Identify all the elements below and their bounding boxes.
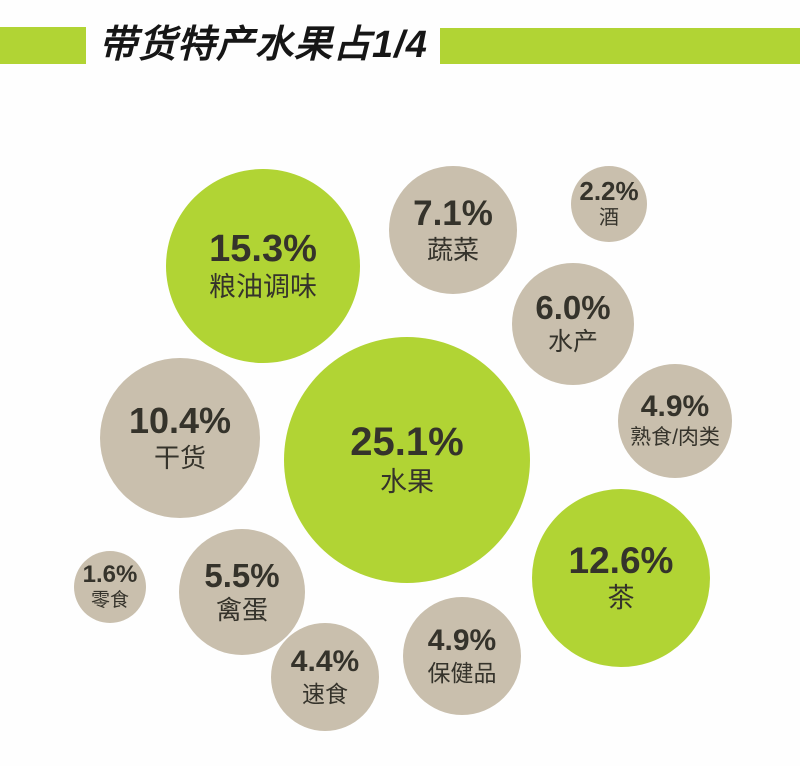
bubble-value: 6.0% — [535, 289, 611, 327]
bubble-cha: 12.6% 茶 — [532, 489, 710, 667]
bubble-value: 1.6% — [82, 560, 138, 588]
bubble-shucai: 7.1% 蔬菜 — [389, 166, 517, 294]
bubble-label: 粮油调味 — [209, 271, 317, 302]
bubble-ganhuo: 10.4% 干货 — [100, 358, 260, 518]
bubble-value: 4.9% — [640, 390, 710, 424]
bubble-lingshi: 1.6% 零食 — [74, 551, 146, 623]
bubble-label: 零食 — [90, 589, 129, 611]
bubble-liangyou-tiaowei: 15.3% 粮油调味 — [166, 169, 360, 363]
title-accent-bar-right — [440, 28, 800, 64]
bubble-label: 速食 — [302, 680, 348, 707]
bubble-label: 水果 — [380, 466, 434, 497]
bubble-qindan: 5.5% 禽蛋 — [179, 529, 305, 655]
bubble-value: 7.1% — [413, 193, 493, 233]
bubble-value: 12.6% — [568, 540, 674, 582]
bubble-value: 4.4% — [290, 645, 360, 679]
bubble-label: 干货 — [153, 443, 206, 474]
bubble-baojianpin: 4.9% 保健品 — [403, 597, 521, 715]
bubble-label: 酒 — [599, 207, 619, 230]
bubble-shushi-roulei: 4.9% 熟食/肉类 — [618, 364, 732, 478]
bubble-sushi: 4.4% 速食 — [271, 623, 379, 731]
bubble-shuichan: 6.0% 水产 — [512, 263, 634, 385]
bubble-label: 水产 — [547, 328, 598, 357]
bubble-label: 熟食/肉类 — [630, 425, 720, 449]
bubble-value: 10.4% — [128, 400, 232, 442]
bubble-value: 2.2% — [579, 176, 639, 207]
bubble-value: 4.9% — [427, 624, 497, 658]
bubble-value: 5.5% — [204, 556, 280, 594]
bubble-jiu: 2.2% 酒 — [571, 166, 647, 242]
bubble-value: 25.1% — [350, 420, 464, 465]
title-accent-bar-left — [0, 27, 86, 64]
bubble-label: 保健品 — [427, 659, 497, 686]
bubble-shuiguo: 25.1% 水果 — [284, 337, 530, 583]
bubble-label: 茶 — [607, 583, 635, 614]
bubble-label: 禽蛋 — [215, 595, 268, 626]
bubble-label: 蔬菜 — [426, 234, 479, 265]
page-title: 带货特产水果占1/4 — [99, 24, 428, 66]
bubble-value: 15.3% — [209, 227, 317, 270]
